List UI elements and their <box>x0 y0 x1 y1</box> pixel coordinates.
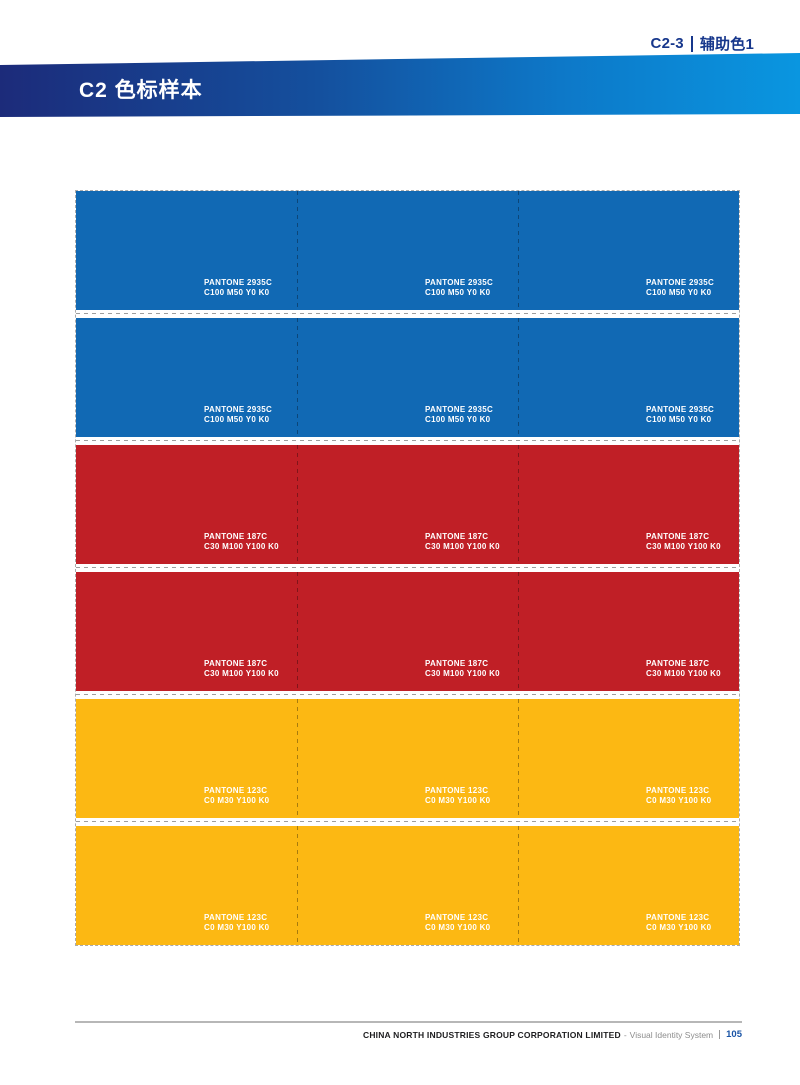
color-swatch: PANTONE 187C C30 M100 Y100 K0 <box>518 572 739 691</box>
pantone-code: PANTONE 187C <box>646 532 710 541</box>
color-swatch: PANTONE 123C C0 M30 Y100 K0 <box>518 826 739 945</box>
cmyk-values: C100 M50 Y0 K0 <box>204 287 270 297</box>
breadcrumb: C2-3 辅助色1 <box>651 33 754 54</box>
cmyk-values: C100 M50 Y0 K0 <box>204 414 270 424</box>
swatch-label: PANTONE 2935C C100 M50 Y0 K0 <box>425 278 493 297</box>
swatch-label: PANTONE 187C C30 M100 Y100 K0 <box>204 659 279 678</box>
cut-line <box>76 437 739 445</box>
swatch-label: PANTONE 123C C0 M30 Y100 K0 <box>425 913 490 932</box>
cut-line <box>76 310 739 318</box>
cmyk-values: C100 M50 Y0 K0 <box>646 287 712 297</box>
cmyk-values: C0 M30 Y100 K0 <box>646 922 712 932</box>
swatch-row: PANTONE 187C C30 M100 Y100 K0 PANTONE 18… <box>76 572 739 691</box>
pantone-code: PANTONE 187C <box>204 532 268 541</box>
pantone-code: PANTONE 187C <box>425 659 489 668</box>
swatch-label: PANTONE 123C C0 M30 Y100 K0 <box>204 786 269 805</box>
swatch-label: PANTONE 123C C0 M30 Y100 K0 <box>204 913 269 932</box>
color-swatch: PANTONE 2935C C100 M50 Y0 K0 <box>297 191 518 310</box>
swatch-row: PANTONE 123C C0 M30 Y100 K0 PANTONE 123C… <box>76 699 739 818</box>
cut-line <box>76 818 739 826</box>
cmyk-values: C100 M50 Y0 K0 <box>425 287 491 297</box>
swatch-label: PANTONE 187C C30 M100 Y100 K0 <box>425 532 500 551</box>
swatch-label: PANTONE 187C C30 M100 Y100 K0 <box>646 659 721 678</box>
swatch-label: PANTONE 187C C30 M100 Y100 K0 <box>646 532 721 551</box>
corner-divider <box>690 35 693 52</box>
cmyk-values: C30 M100 Y100 K0 <box>204 541 279 551</box>
cmyk-values: C30 M100 Y100 K0 <box>646 668 721 678</box>
color-swatch: PANTONE 187C C30 M100 Y100 K0 <box>297 572 518 691</box>
swatch-label: PANTONE 123C C0 M30 Y100 K0 <box>646 786 711 805</box>
manual-name: Visual Identity System <box>629 1029 714 1040</box>
cmyk-values: C30 M100 Y100 K0 <box>425 541 500 551</box>
color-swatch: PANTONE 187C C30 M100 Y100 K0 <box>297 445 518 564</box>
page-title: C2 色标样本 <box>79 79 203 102</box>
cmyk-values: C0 M30 Y100 K0 <box>425 922 491 932</box>
cmyk-values: C0 M30 Y100 K0 <box>204 922 270 932</box>
color-swatch: PANTONE 2935C C100 M50 Y0 K0 <box>76 191 297 310</box>
company-name: CHINA NORTH INDUSTRIES GROUP CORPORATION… <box>362 1029 621 1040</box>
swatch-row: PANTONE 123C C0 M30 Y100 K0 PANTONE 123C… <box>76 826 739 945</box>
page-number: 105 <box>726 1029 742 1040</box>
footer-divider <box>719 1030 721 1039</box>
swatch-label: PANTONE 123C C0 M30 Y100 K0 <box>646 913 711 932</box>
color-swatch: PANTONE 2935C C100 M50 Y0 K0 <box>518 191 739 310</box>
pantone-code: PANTONE 123C <box>646 913 710 922</box>
cmyk-values: C30 M100 Y100 K0 <box>204 668 279 678</box>
pantone-code: PANTONE 2935C <box>204 405 273 414</box>
pantone-code: PANTONE 2935C <box>646 405 715 414</box>
color-swatch: PANTONE 2935C C100 M50 Y0 K0 <box>297 318 518 437</box>
swatch-label: PANTONE 123C C0 M30 Y100 K0 <box>425 786 490 805</box>
section-label: 辅助色1 <box>699 36 754 53</box>
swatch-row: PANTONE 2935C C100 M50 Y0 K0 PANTONE 293… <box>76 318 739 437</box>
swatch-label: PANTONE 2935C C100 M50 Y0 K0 <box>204 405 272 424</box>
pantone-code: PANTONE 187C <box>204 659 268 668</box>
swatch-row: PANTONE 2935C C100 M50 Y0 K0 PANTONE 293… <box>76 191 739 310</box>
footer-dash: - <box>623 1029 627 1040</box>
swatch-row: PANTONE 187C C30 M100 Y100 K0 PANTONE 18… <box>76 445 739 564</box>
color-swatch: PANTONE 123C C0 M30 Y100 K0 <box>518 699 739 818</box>
pantone-code: PANTONE 123C <box>425 913 489 922</box>
cmyk-values: C30 M100 Y100 K0 <box>646 541 721 551</box>
color-swatch: PANTONE 2935C C100 M50 Y0 K0 <box>518 318 739 437</box>
swatch-label: PANTONE 2935C C100 M50 Y0 K0 <box>646 278 714 297</box>
cmyk-values: C0 M30 Y100 K0 <box>204 795 270 805</box>
pantone-code: PANTONE 187C <box>646 659 710 668</box>
pantone-code: PANTONE 2935C <box>204 278 273 287</box>
pantone-code: PANTONE 187C <box>425 532 489 541</box>
pantone-code: PANTONE 2935C <box>425 405 494 414</box>
pantone-code: PANTONE 2935C <box>646 278 715 287</box>
cmyk-values: C30 M100 Y100 K0 <box>425 668 500 678</box>
swatch-label: PANTONE 2935C C100 M50 Y0 K0 <box>646 405 714 424</box>
section-code: C2-3 <box>650 35 684 52</box>
page-title-bar: C2 色标样本 <box>0 53 800 117</box>
color-swatch-grid: PANTONE 2935C C100 M50 Y0 K0 PANTONE 293… <box>75 190 740 946</box>
swatch-label: PANTONE 2935C C100 M50 Y0 K0 <box>204 278 272 297</box>
color-swatch: PANTONE 2935C C100 M50 Y0 K0 <box>76 318 297 437</box>
color-swatch: PANTONE 187C C30 M100 Y100 K0 <box>518 445 739 564</box>
pantone-code: PANTONE 123C <box>204 786 268 795</box>
color-swatch: PANTONE 187C C30 M100 Y100 K0 <box>76 445 297 564</box>
pantone-code: PANTONE 123C <box>646 786 710 795</box>
cmyk-values: C0 M30 Y100 K0 <box>646 795 712 805</box>
swatch-label: PANTONE 187C C30 M100 Y100 K0 <box>204 532 279 551</box>
swatch-label: PANTONE 187C C30 M100 Y100 K0 <box>425 659 500 678</box>
cut-line <box>76 564 739 572</box>
cmyk-values: C0 M30 Y100 K0 <box>425 795 491 805</box>
swatch-label: PANTONE 2935C C100 M50 Y0 K0 <box>425 405 493 424</box>
color-swatch: PANTONE 123C C0 M30 Y100 K0 <box>297 826 518 945</box>
color-swatch: PANTONE 123C C0 M30 Y100 K0 <box>297 699 518 818</box>
color-swatch: PANTONE 123C C0 M30 Y100 K0 <box>76 826 297 945</box>
page-footer: CHINA NORTH INDUSTRIES GROUP CORPORATION… <box>75 1021 742 1040</box>
pantone-code: PANTONE 2935C <box>425 278 494 287</box>
cut-line <box>76 691 739 699</box>
pantone-code: PANTONE 123C <box>425 786 489 795</box>
color-swatch: PANTONE 123C C0 M30 Y100 K0 <box>76 699 297 818</box>
cmyk-values: C100 M50 Y0 K0 <box>646 414 712 424</box>
pantone-code: PANTONE 123C <box>204 913 268 922</box>
cmyk-values: C100 M50 Y0 K0 <box>425 414 491 424</box>
color-swatch: PANTONE 187C C30 M100 Y100 K0 <box>76 572 297 691</box>
